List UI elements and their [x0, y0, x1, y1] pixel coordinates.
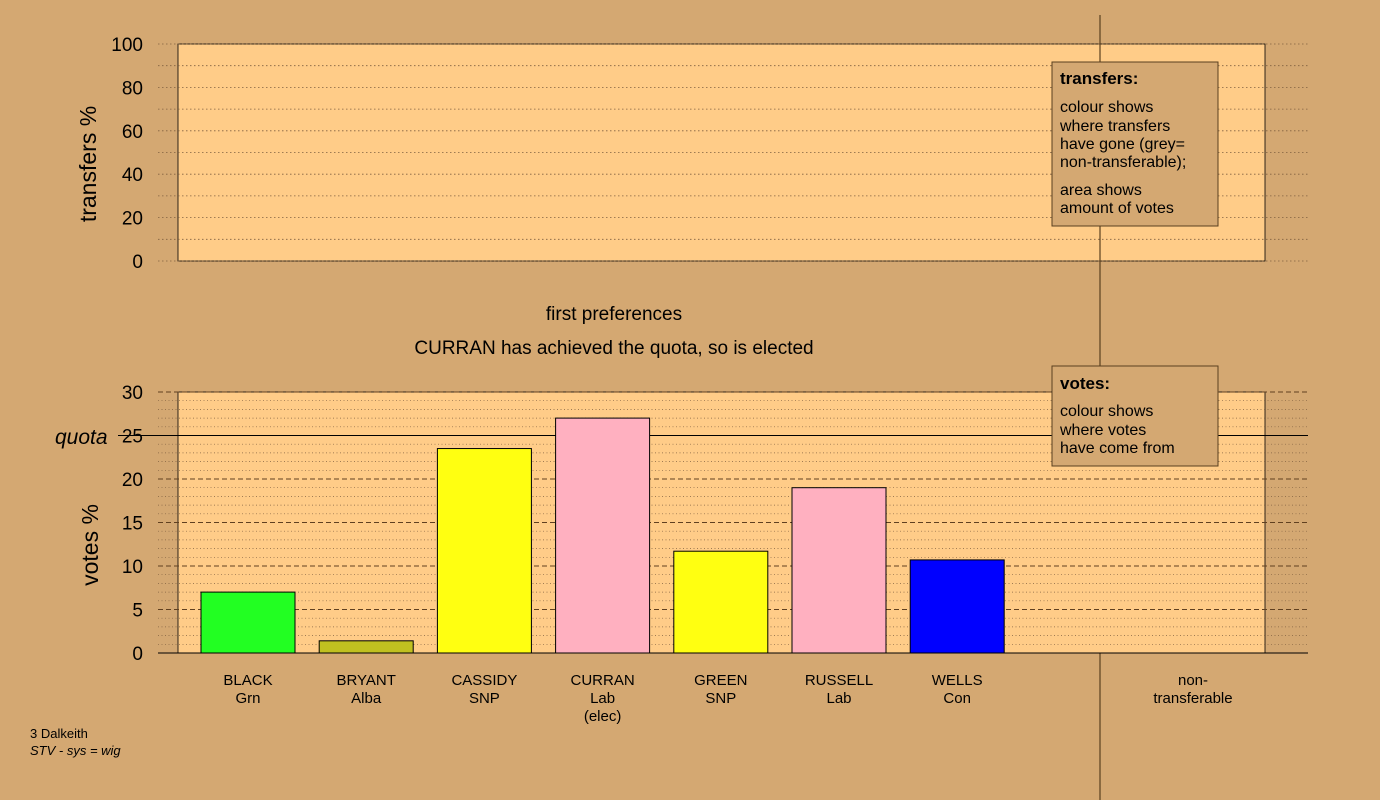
x-label-name: WELLS: [932, 672, 983, 689]
votes-legend-line: where votes: [1059, 422, 1146, 439]
x-label-party: SNP: [469, 690, 500, 707]
status-heading: CURRAN has achieved the quota, so is ele…: [414, 338, 813, 359]
transfers-legend-title: transfers:: [1060, 69, 1138, 88]
y-tick-label: 5: [132, 601, 143, 622]
y-tick-label: 15: [122, 514, 143, 535]
bar-wells: [909, 559, 1005, 654]
y-tick-label: 60: [122, 122, 143, 143]
x-label-name: BLACK: [223, 672, 272, 689]
x-label-name: RUSSELL: [805, 672, 873, 689]
x-label-name: CASSIDY: [451, 672, 517, 689]
votes-legend-title: votes:: [1060, 374, 1110, 393]
votes-bars: [200, 417, 1005, 654]
votes-legend: votes: colour shows where votes have com…: [1051, 365, 1219, 467]
votes-legend-box: [1051, 365, 1219, 467]
bar-russell: [791, 487, 887, 654]
transfers-legend-line: amount of votes: [1060, 200, 1174, 217]
x-label-name: GREEN: [694, 672, 747, 689]
transfers-y-ticks: 0 20 40 60 80 100: [111, 35, 143, 273]
x-label-party: Con: [943, 690, 971, 707]
y-tick-label: 40: [122, 165, 143, 186]
bar-green: [673, 550, 769, 654]
nontransferable-label-1: non-: [1178, 672, 1208, 689]
bar-bryant: [318, 640, 414, 654]
y-tick-label: 100: [111, 35, 143, 56]
x-label-party: Lab: [826, 690, 851, 707]
system-label: STV - sys = wig: [30, 743, 121, 758]
transfers-legend-line: area shows: [1060, 182, 1142, 199]
y-tick-label: 0: [132, 252, 143, 273]
y-tick-label: 80: [122, 78, 143, 99]
stage-heading: first preferences: [546, 304, 682, 325]
nontransferable-label-2: transferable: [1153, 690, 1232, 707]
y-tick-label: 10: [122, 557, 143, 578]
votes-x-labels: BLACKGrnBRYANTAlbaCASSIDYSNPCURRANLab(el…: [223, 672, 982, 725]
votes-legend-line: have come from: [1060, 440, 1175, 457]
votes-y-axis-label: votes %: [77, 504, 103, 586]
y-tick-label: 20: [122, 470, 143, 491]
votes-legend-line: colour shows: [1060, 403, 1153, 420]
transfers-legend-line: colour shows: [1060, 99, 1153, 116]
transfers-legend-line: where transfers: [1059, 118, 1170, 135]
transfers-legend: transfers: colour shows where transfers …: [1051, 61, 1219, 227]
quota-label: quota: [55, 426, 108, 449]
y-tick-label: 20: [122, 209, 143, 230]
transfers-legend-line: have gone (grey=: [1060, 136, 1185, 153]
x-label-name: BRYANT: [336, 672, 395, 689]
bar-cassidy: [436, 448, 532, 654]
y-tick-label: 25: [122, 427, 143, 448]
votes-y-ticks: 0 5 10 15 20 25 30: [122, 383, 143, 665]
x-label-party: Alba: [351, 690, 382, 707]
bar-curran: [555, 417, 651, 654]
x-label-party: Lab: [590, 690, 615, 707]
y-tick-label: 0: [132, 644, 143, 665]
x-label-name: CURRAN: [571, 672, 635, 689]
y-tick-label: 30: [122, 383, 143, 404]
transfers-legend-line: non-transferable);: [1060, 154, 1186, 171]
constituency-label: 3 Dalkeith: [30, 726, 88, 741]
x-label-party: Grn: [235, 690, 260, 707]
x-label-party: SNP: [705, 690, 736, 707]
transfers-y-axis-label: transfers %: [75, 106, 101, 222]
transfers-legend-box: [1051, 61, 1219, 227]
bar-black: [200, 591, 296, 654]
x-label-note: (elec): [584, 708, 622, 725]
